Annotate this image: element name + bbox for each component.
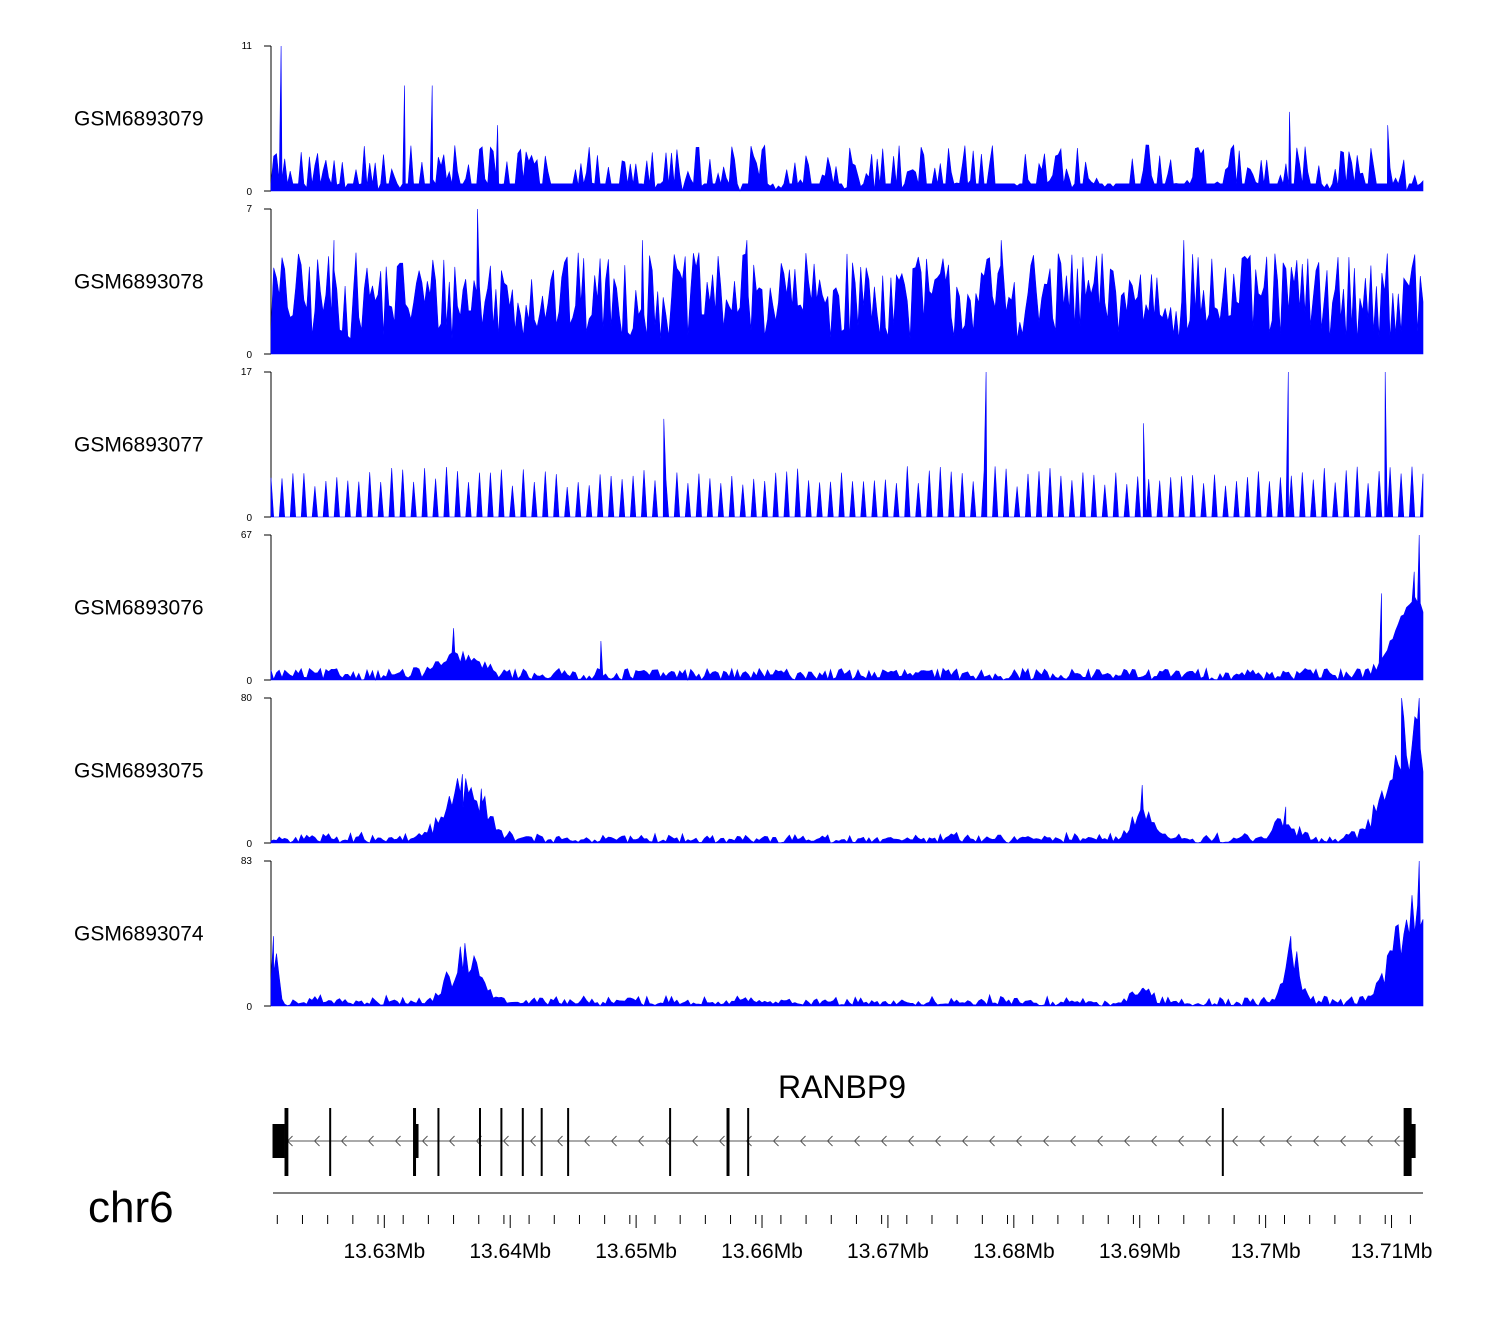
strand-arrow	[556, 1135, 563, 1147]
strand-arrow	[1150, 1135, 1157, 1147]
x-tick-label: 13.64Mb	[469, 1240, 551, 1263]
coverage-area	[270, 371, 1424, 518]
strand-arrow	[1096, 1135, 1103, 1147]
track-label: GSM6893074	[74, 923, 204, 946]
y-tick-label-max: 7	[246, 204, 252, 215]
strand-arrow	[1204, 1135, 1211, 1147]
strand-arrow	[1231, 1135, 1238, 1147]
genomic-axis: chr6 13.63Mb 13.64Mb 13.65Mb 13.66Mb 13.67Mb…	[88, 1183, 1432, 1263]
y-tick-label-max: 17	[241, 367, 253, 378]
gene-exon	[272, 1124, 285, 1158]
strand-arrow	[1042, 1135, 1049, 1147]
strand-arrow	[772, 1135, 779, 1147]
track-GSM6893077: GSM6893077 17 0	[74, 367, 1424, 524]
track-label: GSM6893076	[74, 597, 204, 620]
strand-arrow	[664, 1135, 671, 1147]
strand-arrow	[610, 1135, 617, 1147]
x-tick-label: 13.63Mb	[343, 1240, 425, 1263]
strand-arrow	[745, 1135, 752, 1147]
strand-arrow	[853, 1135, 860, 1147]
strand-arrow	[583, 1135, 590, 1147]
strand-arrow	[718, 1135, 725, 1147]
strand-arrow	[340, 1135, 347, 1147]
strand-arrow	[1123, 1135, 1130, 1147]
x-tick-label: 13.71Mb	[1351, 1240, 1433, 1263]
coverage-tracks: GSM6893079110GSM689307870GSM6893077170GS…	[74, 41, 1424, 1013]
y-tick-label-max: 11	[242, 41, 253, 52]
track-GSM6893079: GSM6893079 11 0	[74, 41, 1424, 198]
coverage-area	[270, 45, 1424, 192]
coverage-area	[270, 697, 1424, 844]
track-label: GSM6893077	[74, 434, 204, 457]
y-tick-label-min: 0	[246, 676, 252, 687]
x-tick-label: 13.67Mb	[847, 1240, 929, 1263]
y-tick-label-min: 0	[246, 513, 252, 524]
x-tick-label: 13.65Mb	[595, 1240, 677, 1263]
x-tick-label: 13.69Mb	[1099, 1240, 1181, 1263]
strand-arrow	[394, 1135, 401, 1147]
strand-arrow	[1258, 1135, 1265, 1147]
track-label: GSM6893079	[74, 108, 204, 131]
coverage-area	[270, 534, 1424, 682]
track-label: GSM6893078	[74, 271, 204, 294]
strand-arrow	[988, 1135, 995, 1147]
gene-exon	[414, 1124, 419, 1158]
strand-arrow	[826, 1135, 833, 1147]
strand-arrow	[1285, 1135, 1292, 1147]
strand-arrow	[1015, 1135, 1022, 1147]
track-GSM6893074: GSM6893074 83 0	[74, 856, 1424, 1013]
strand-arrow	[502, 1135, 509, 1147]
y-tick-label-max: 80	[241, 693, 253, 704]
strand-arrow	[1393, 1135, 1400, 1147]
strand-arrow	[1177, 1135, 1184, 1147]
x-tick-label: 13.7Mb	[1231, 1240, 1301, 1263]
x-tick-label: 13.68Mb	[973, 1240, 1055, 1263]
coverage-area	[270, 208, 1424, 355]
strand-arrow	[448, 1135, 455, 1147]
track-label: GSM6893075	[74, 760, 204, 783]
strand-arrow	[961, 1135, 968, 1147]
strand-arrow	[934, 1135, 941, 1147]
strand-arrow	[691, 1135, 698, 1147]
y-tick-label-min: 0	[246, 1002, 252, 1013]
strand-arrow	[637, 1135, 644, 1147]
gene-name-label: RANBP9	[778, 1069, 906, 1105]
track-GSM6893078: GSM6893078 7 0	[74, 204, 1424, 361]
gene-annotation-track: RANBP9	[272, 1069, 1416, 1176]
strand-arrow	[1339, 1135, 1346, 1147]
y-tick-label-min: 0	[246, 839, 252, 850]
strand-arrow	[799, 1135, 806, 1147]
strand-arrow	[907, 1135, 914, 1147]
track-GSM6893076: GSM6893076 67 0	[74, 530, 1424, 687]
strand-arrow	[880, 1135, 887, 1147]
y-tick-label-min: 0	[246, 187, 252, 198]
x-tick-label: 13.66Mb	[721, 1240, 803, 1263]
coverage-area	[270, 860, 1424, 1007]
gene-exon	[1410, 1124, 1416, 1158]
y-tick-label-min: 0	[246, 350, 252, 361]
chromosome-label: chr6	[88, 1183, 174, 1232]
strand-arrow	[1069, 1135, 1076, 1147]
strand-arrow	[529, 1135, 536, 1147]
y-tick-label-max: 67	[241, 530, 253, 541]
strand-arrow	[1366, 1135, 1373, 1147]
strand-arrow	[367, 1135, 374, 1147]
gene-exon	[1403, 1108, 1412, 1176]
strand-arrow	[421, 1135, 428, 1147]
track-GSM6893075: GSM6893075 80 0	[74, 693, 1424, 850]
strand-arrow	[1312, 1135, 1319, 1147]
y-tick-label-max: 83	[241, 856, 253, 867]
strand-arrow	[313, 1135, 320, 1147]
